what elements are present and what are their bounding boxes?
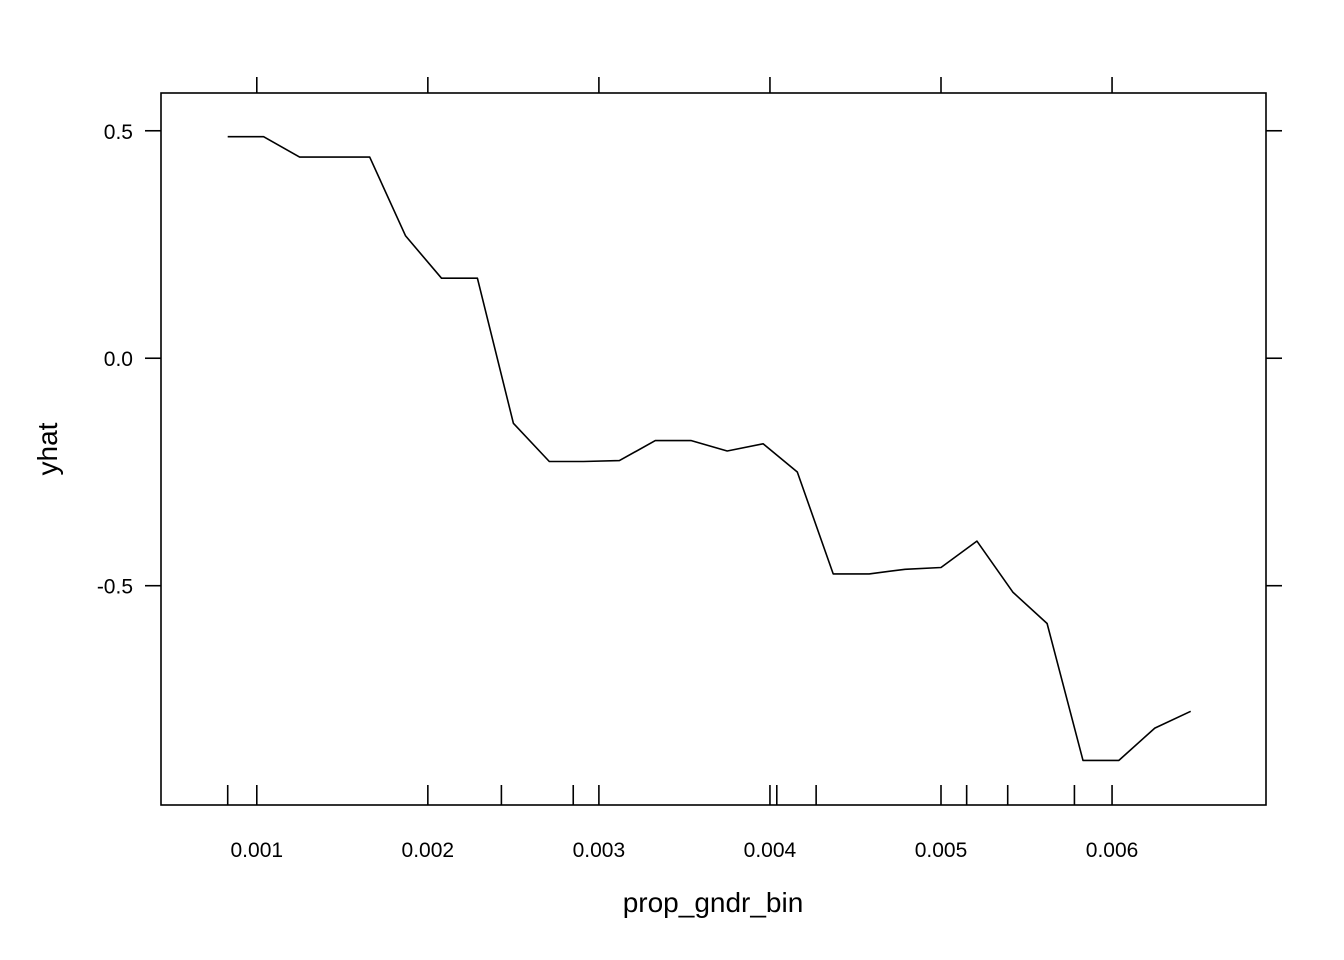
x-tick-label: 0.006 [1086, 839, 1139, 862]
x-tick-label: 0.001 [231, 839, 284, 862]
plot-frame [160, 92, 1267, 806]
series-line [227, 135, 1192, 762]
x-tick-label: 0.003 [573, 839, 626, 862]
x-axis-title: prop_gndr_bin [623, 887, 804, 918]
y-axis-title: yhat [32, 422, 63, 475]
x-tick-label: 0.004 [744, 839, 797, 862]
y-tick-label: -0.5 [97, 576, 133, 599]
x-tick-label: 0.005 [915, 839, 968, 862]
x-axis: 0.001 0.002 0.003 0.004 0.005 0.006 [231, 77, 1139, 862]
x-tick-label: 0.002 [402, 839, 455, 862]
y-axis: 0.5 0.0 -0.5 [97, 121, 1282, 599]
y-tick-label: 0.5 [104, 121, 133, 144]
series-group [227, 135, 1192, 762]
rug-marks [226, 785, 1113, 805]
y-tick-label: 0.0 [104, 348, 133, 371]
